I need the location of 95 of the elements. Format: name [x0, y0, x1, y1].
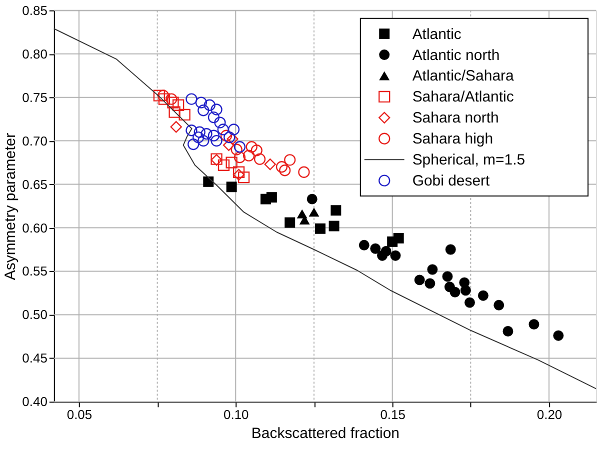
- point: [210, 134, 222, 147]
- point: [264, 158, 276, 170]
- point: [218, 159, 230, 171]
- point: [464, 297, 475, 308]
- point: [393, 232, 404, 244]
- x-tick-label: 0.05: [66, 407, 92, 422]
- point: [208, 130, 220, 142]
- point: [153, 90, 166, 102]
- y-tick-label: 0.80: [22, 46, 48, 62]
- point: [224, 131, 236, 144]
- point: [232, 166, 245, 178]
- point: [279, 164, 291, 176]
- point: [194, 126, 206, 138]
- point: [494, 300, 504, 310]
- point: [217, 124, 229, 136]
- point: [445, 244, 456, 255]
- point: [214, 116, 226, 128]
- point: [186, 124, 198, 136]
- point: [195, 96, 208, 108]
- y-tick-label: 0.60: [22, 220, 48, 236]
- y-axis-title: Asymmetry parameter: [2, 132, 20, 280]
- point: [502, 326, 514, 336]
- point: [226, 156, 238, 168]
- x-axis-title: Backscattered fraction: [251, 425, 400, 442]
- point: [380, 246, 392, 256]
- point: [192, 131, 204, 144]
- point: [238, 171, 250, 184]
- y-tick-label: 0.40: [22, 394, 48, 410]
- point: [210, 104, 222, 116]
- point: [200, 128, 212, 140]
- legend-label: Atlantic/Sahara: [412, 68, 515, 85]
- point: [158, 93, 170, 105]
- legend-label: Sahara north: [412, 110, 499, 127]
- point: [172, 99, 184, 111]
- legend-label: Sahara high: [412, 130, 494, 148]
- point: [330, 205, 342, 216]
- point: [308, 208, 320, 217]
- point: [328, 220, 340, 232]
- point: [553, 330, 564, 341]
- x-tick-label: 0.15: [380, 407, 406, 422]
- point: [284, 154, 296, 166]
- x-tick-label: 0.10: [224, 407, 249, 422]
- point: [166, 93, 178, 105]
- point: [460, 285, 471, 296]
- legend-label: Gobi desert: [412, 172, 491, 190]
- point: [228, 124, 240, 136]
- point: [442, 271, 453, 282]
- point: [390, 250, 401, 261]
- legend-label: Spherical, m=1.5: [412, 152, 526, 169]
- point: [230, 144, 242, 156]
- point: [170, 121, 182, 133]
- point: [168, 106, 180, 118]
- point: [167, 96, 179, 108]
- point: [198, 134, 210, 147]
- point: [450, 286, 460, 298]
- point: [358, 240, 370, 250]
- point: [220, 130, 232, 142]
- point: [478, 290, 488, 301]
- point: [186, 93, 198, 105]
- point: [414, 274, 425, 286]
- point: [298, 166, 310, 178]
- y-tick-label: 0.45: [22, 350, 48, 366]
- legend-label: Sahara/Atlantic: [412, 88, 514, 106]
- point: [226, 182, 237, 192]
- point: [370, 243, 381, 254]
- point: [284, 217, 296, 228]
- legend-label: Atlantic north: [412, 46, 500, 64]
- point: [234, 141, 246, 153]
- y-tick-label: 0.50: [22, 307, 48, 322]
- point: [528, 319, 540, 330]
- point: [208, 111, 220, 124]
- point: [427, 264, 438, 275]
- point: [246, 141, 258, 153]
- point: [254, 153, 266, 165]
- x-tick-label: 0.20: [536, 407, 562, 422]
- legend-label: Atlantic: [412, 26, 462, 43]
- point: [234, 152, 246, 164]
- point: [203, 176, 214, 187]
- point: [424, 278, 436, 289]
- y-tick-label: 0.70: [22, 133, 48, 148]
- y-tick-label: 0.55: [22, 264, 48, 279]
- point: [178, 108, 190, 121]
- line-series: [53, 28, 597, 390]
- point: [204, 99, 216, 111]
- y-tick-label: 0.65: [22, 176, 48, 192]
- point: [250, 144, 262, 156]
- y-tick-label: 0.75: [22, 90, 48, 105]
- point: [276, 161, 288, 173]
- y-tick-label: 0.85: [22, 2, 48, 18]
- point: [266, 192, 277, 203]
- point: [198, 104, 210, 116]
- point: [306, 194, 318, 204]
- point: [315, 223, 326, 234]
- point: [242, 150, 255, 162]
- point: [188, 138, 200, 150]
